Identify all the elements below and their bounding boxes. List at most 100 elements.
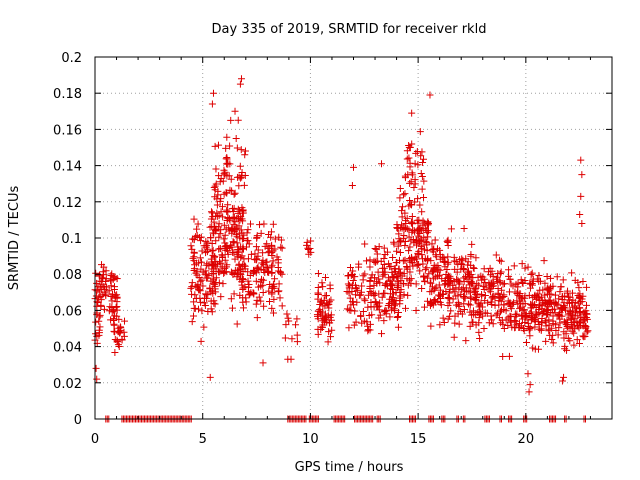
data-point bbox=[549, 320, 557, 328]
data-point bbox=[97, 301, 105, 309]
data-point bbox=[405, 247, 413, 255]
data-point bbox=[282, 321, 290, 329]
data-point bbox=[528, 312, 536, 320]
data-point bbox=[504, 321, 512, 329]
data-point bbox=[514, 288, 522, 296]
data-point bbox=[269, 220, 277, 228]
data-point bbox=[223, 206, 231, 214]
data-point bbox=[218, 203, 226, 211]
data-point bbox=[252, 243, 260, 251]
data-point bbox=[561, 345, 569, 353]
data-point bbox=[482, 283, 490, 291]
data-point bbox=[480, 324, 488, 332]
data-point bbox=[410, 183, 418, 191]
data-point bbox=[188, 235, 196, 243]
data-point bbox=[582, 314, 590, 322]
data-point bbox=[451, 319, 459, 327]
data-point bbox=[423, 264, 431, 272]
data-point bbox=[505, 266, 513, 274]
data-point bbox=[364, 322, 372, 330]
data-point bbox=[108, 297, 116, 305]
data-point bbox=[553, 273, 561, 281]
data-point bbox=[469, 307, 477, 315]
y-tick-label: 0.2 bbox=[61, 51, 82, 66]
data-point bbox=[375, 243, 383, 251]
data-point bbox=[371, 298, 379, 306]
data-point bbox=[241, 265, 249, 273]
data-point bbox=[275, 233, 283, 241]
data-point bbox=[236, 275, 244, 283]
data-point bbox=[273, 253, 281, 261]
data-point bbox=[229, 207, 237, 215]
data-point bbox=[107, 316, 115, 324]
data-point bbox=[189, 312, 197, 320]
y-tick-label: 0.14 bbox=[53, 160, 82, 175]
data-point bbox=[92, 292, 100, 300]
data-point bbox=[375, 306, 383, 314]
data-point bbox=[408, 218, 416, 226]
data-point bbox=[428, 299, 436, 307]
data-point bbox=[241, 283, 249, 291]
data-point bbox=[95, 329, 103, 337]
data-point bbox=[401, 241, 409, 249]
data-point bbox=[227, 116, 235, 124]
data-point bbox=[327, 316, 335, 324]
y-tick-label: 0.18 bbox=[53, 87, 82, 102]
data-point bbox=[98, 281, 106, 289]
data-point bbox=[213, 201, 221, 209]
data-point bbox=[233, 239, 241, 247]
data-point bbox=[223, 261, 231, 269]
data-point bbox=[531, 301, 539, 309]
data-point bbox=[421, 303, 429, 311]
data-point bbox=[427, 257, 435, 265]
data-point bbox=[293, 315, 301, 323]
data-point bbox=[555, 295, 563, 303]
data-point bbox=[506, 275, 514, 283]
data-point bbox=[401, 190, 409, 198]
data-point bbox=[537, 326, 545, 334]
data-point bbox=[401, 256, 409, 264]
data-point bbox=[382, 280, 390, 288]
data-point bbox=[233, 224, 241, 232]
data-point bbox=[278, 244, 286, 252]
data-point bbox=[249, 266, 257, 274]
data-point bbox=[511, 310, 519, 318]
data-point bbox=[228, 187, 236, 195]
data-point bbox=[281, 334, 289, 342]
data-point bbox=[583, 328, 591, 336]
data-point bbox=[475, 328, 483, 336]
data-point bbox=[408, 258, 416, 266]
data-point bbox=[373, 278, 381, 286]
data-point bbox=[393, 272, 401, 280]
data-point bbox=[324, 338, 332, 346]
data-point bbox=[244, 237, 252, 245]
data-point bbox=[566, 293, 574, 301]
data-point bbox=[417, 152, 425, 160]
data-point bbox=[202, 237, 210, 245]
data-point bbox=[98, 274, 106, 282]
data-point bbox=[532, 304, 540, 312]
data-point bbox=[529, 277, 537, 285]
data-point bbox=[573, 336, 581, 344]
data-point bbox=[531, 323, 539, 331]
data-point bbox=[368, 311, 376, 319]
data-point bbox=[418, 185, 426, 193]
data-point bbox=[212, 225, 220, 233]
data-point bbox=[202, 243, 210, 251]
data-point bbox=[210, 267, 218, 275]
data-point bbox=[525, 326, 533, 334]
data-point bbox=[472, 296, 480, 304]
data-point bbox=[542, 337, 550, 345]
data-point bbox=[423, 241, 431, 249]
data-point bbox=[228, 304, 236, 312]
data-point bbox=[250, 290, 258, 298]
data-point bbox=[388, 295, 396, 303]
data-point bbox=[362, 257, 370, 265]
data-point bbox=[197, 337, 205, 345]
data-point bbox=[213, 260, 221, 268]
data-point bbox=[459, 256, 467, 264]
data-point bbox=[358, 319, 366, 327]
data-point bbox=[446, 299, 454, 307]
data-point bbox=[317, 298, 325, 306]
data-point bbox=[259, 259, 267, 267]
